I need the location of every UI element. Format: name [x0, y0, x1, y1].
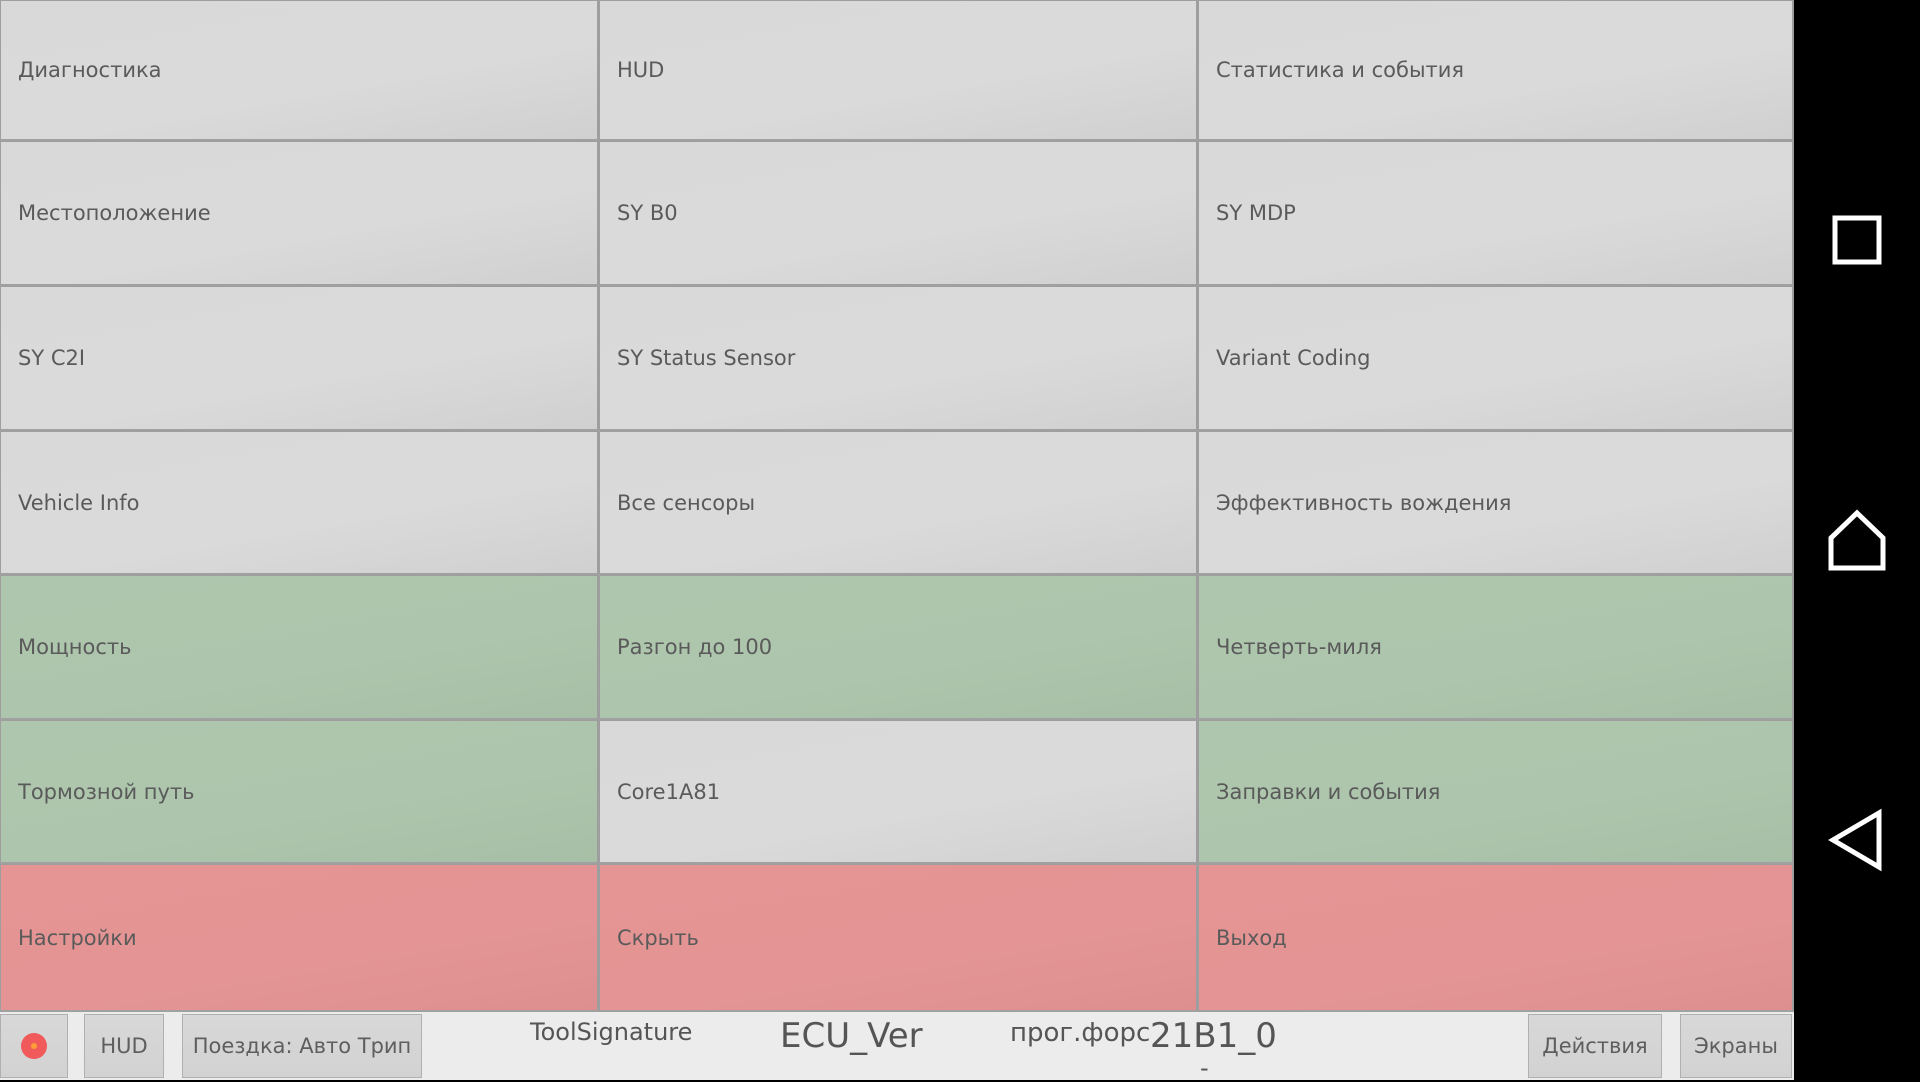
prog-label-text: прог.форс	[1010, 1018, 1151, 1048]
menu-grid: Диагностика HUD Статистика и события Мес…	[0, 0, 1794, 1012]
prog-sub-text: -	[1200, 1054, 1209, 1082]
menu-item-driving-efficiency[interactable]: Эффективность вождения	[1198, 431, 1794, 575]
menu-item-variant-coding[interactable]: Variant Coding	[1198, 286, 1794, 431]
ecu-version-text: ECU_Ver	[780, 1016, 923, 1056]
bottom-toolbar: HUD Поездка: Авто Трип ToolSignature ECU…	[0, 1012, 1794, 1082]
recents-button[interactable]	[1794, 180, 1920, 300]
menu-item-statistics-events[interactable]: Статистика и события	[1198, 0, 1794, 141]
record-button[interactable]	[0, 1014, 68, 1078]
app-window: Диагностика HUD Статистика и события Мес…	[0, 0, 1794, 1082]
home-button[interactable]	[1794, 480, 1920, 600]
menu-item-vehicle-info[interactable]: Vehicle Info	[0, 431, 599, 575]
menu-item-sy-mdp[interactable]: SY MDP	[1198, 141, 1794, 286]
menu-item-core1a81[interactable]: Core1A81	[599, 720, 1198, 864]
record-icon	[21, 1033, 47, 1059]
menu-item-hud[interactable]: HUD	[599, 0, 1198, 141]
menu-item-exit[interactable]: Выход	[1198, 864, 1794, 1012]
menu-item-quarter-mile[interactable]: Четверть-миля	[1198, 575, 1794, 720]
square-recents-icon	[1832, 215, 1882, 265]
menu-item-refuels-events[interactable]: Заправки и события	[1198, 720, 1794, 864]
menu-item-sy-status-sensor[interactable]: SY Status Sensor	[599, 286, 1198, 431]
menu-item-power[interactable]: Мощность	[0, 575, 599, 720]
back-triangle-icon	[1828, 808, 1882, 872]
back-button[interactable]	[1794, 780, 1920, 900]
actions-button[interactable]: Действия	[1528, 1014, 1662, 1078]
hud-button[interactable]: HUD	[84, 1014, 164, 1078]
menu-item-settings[interactable]: Настройки	[0, 864, 599, 1012]
android-nav-bar	[1794, 0, 1920, 1080]
menu-item-acceleration-100[interactable]: Разгон до 100	[599, 575, 1198, 720]
menu-item-all-sensors[interactable]: Все сенсоры	[599, 431, 1198, 575]
home-icon	[1828, 509, 1886, 571]
menu-item-location[interactable]: Местоположение	[0, 141, 599, 286]
screens-button[interactable]: Экраны	[1680, 1014, 1792, 1078]
trip-button[interactable]: Поездка: Авто Трип	[182, 1014, 422, 1078]
menu-item-sy-c2i[interactable]: SY C2I	[0, 286, 599, 431]
menu-item-sy-b0[interactable]: SY B0	[599, 141, 1198, 286]
menu-item-diagnostics[interactable]: Диагностика	[0, 0, 599, 141]
menu-item-hide[interactable]: Скрыть	[599, 864, 1198, 1012]
prog-value-text: 21B1_0	[1150, 1016, 1277, 1056]
menu-item-braking-distance[interactable]: Тормозной путь	[0, 720, 599, 864]
tool-signature-text: ToolSignature	[530, 1018, 693, 1046]
